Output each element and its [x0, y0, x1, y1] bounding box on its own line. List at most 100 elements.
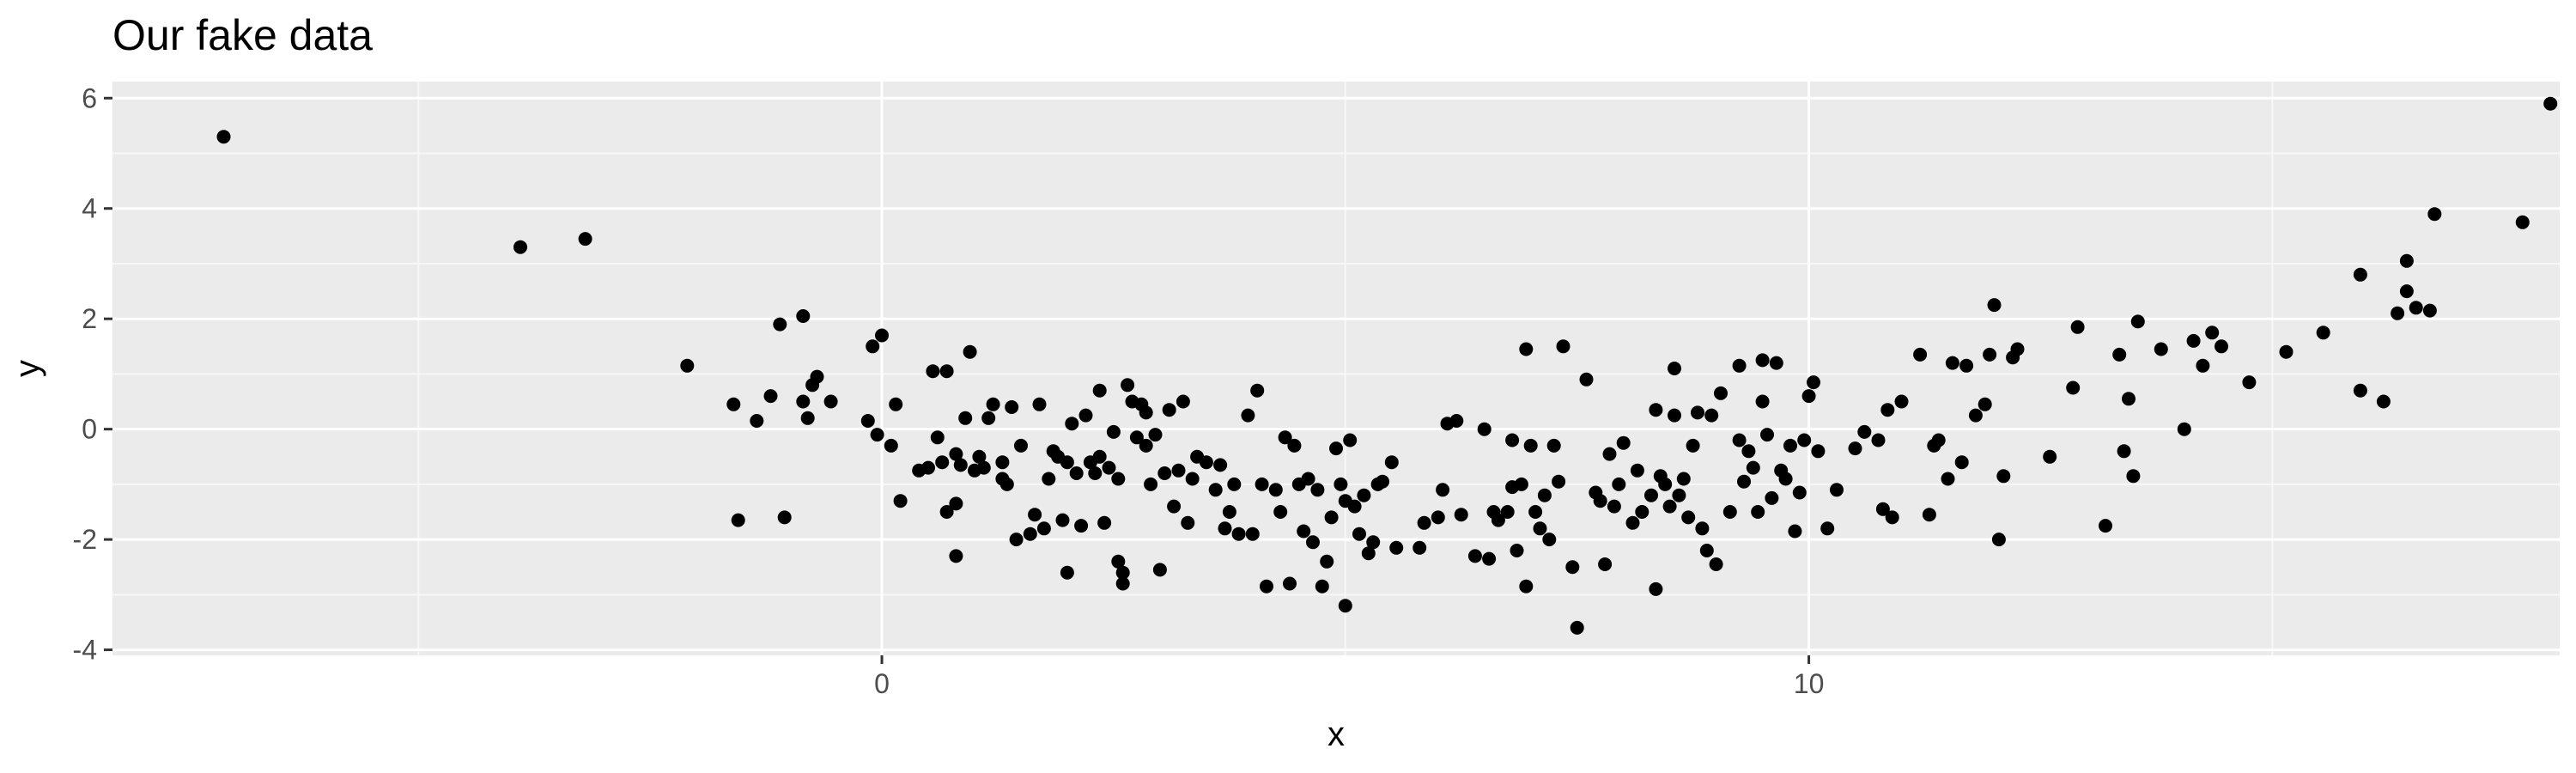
y-axis-ticks: -4 -2 0 2 4 6 — [73, 82, 112, 666]
scatter-point — [1765, 490, 1779, 505]
scatter-point — [1241, 408, 1255, 423]
scatter-point — [2070, 320, 2085, 334]
scatter-point — [1542, 533, 1557, 547]
scatter-point — [1987, 298, 2002, 313]
scatter-point — [578, 232, 592, 247]
x-tick-label: 0 — [874, 668, 890, 699]
scatter-point — [750, 414, 764, 428]
scatter-point — [949, 549, 963, 563]
scatter-point — [2242, 375, 2257, 390]
y-tick-label: 0 — [82, 414, 97, 445]
scatter-point — [1273, 505, 1288, 519]
scatter-point — [1078, 408, 1093, 423]
scatter-point — [1565, 560, 1580, 575]
scatter-point — [1922, 508, 1936, 522]
scatter-point — [1658, 477, 1673, 491]
scatter-point — [958, 411, 973, 425]
scatter-point — [2122, 392, 2136, 406]
scatter-point — [1222, 505, 1236, 519]
scatter-point — [796, 394, 811, 409]
scatter-point — [1338, 599, 1352, 613]
scatter-point — [1625, 515, 1640, 530]
scatter-point — [1366, 535, 1381, 550]
scatter-point — [1176, 394, 1190, 409]
scatter-point — [1329, 441, 1343, 456]
scatter-point — [2186, 333, 2201, 348]
scatter-point — [1111, 554, 1126, 569]
scatter-point — [1315, 579, 1329, 593]
scatter-point — [1941, 472, 1955, 486]
scatter-point — [1704, 408, 1719, 423]
scatter-point — [926, 364, 940, 379]
scatter-point — [2112, 347, 2127, 362]
scatter-point — [995, 455, 1010, 470]
scatter-point — [2399, 253, 2414, 268]
scatter-point — [1268, 483, 1283, 497]
scatter-point — [1556, 339, 1571, 354]
scatter-point — [1297, 524, 1311, 539]
scatter-point — [1287, 438, 1302, 453]
scatter-point — [1894, 394, 1909, 409]
scatter-point — [1552, 474, 1566, 489]
scatter-point — [773, 317, 787, 332]
scatter-point — [1384, 455, 1399, 470]
scatter-point — [1162, 403, 1176, 417]
scatter-point — [1417, 515, 1431, 530]
scatter-point — [921, 460, 935, 475]
scatter-point — [1783, 438, 1797, 453]
plot-panel — [112, 82, 2560, 655]
scatter-point — [1510, 544, 1524, 557]
scatter-point — [2399, 284, 2414, 299]
scatter-point — [796, 309, 811, 323]
scatter-point — [1148, 428, 1163, 442]
scatter-point — [1167, 499, 1182, 514]
scatter-point — [1181, 515, 1195, 530]
scatter-point — [1431, 510, 1445, 525]
scatter-point — [1746, 460, 1760, 475]
scatter-point — [1454, 508, 1468, 522]
scatter-point — [1436, 483, 1450, 497]
scatter-point — [1042, 472, 1056, 486]
y-tick-label: -4 — [73, 635, 97, 666]
scatter-point — [2177, 422, 2191, 436]
scatter-point — [1074, 519, 1089, 533]
scatter-point — [1722, 505, 1737, 519]
scatter-point — [1519, 579, 1534, 593]
scatter-point — [1208, 483, 1223, 497]
scatter-point — [1491, 513, 1505, 527]
scatter-point — [1171, 463, 1186, 478]
scatter-point — [1913, 347, 1928, 362]
scatter-point — [976, 460, 991, 475]
scatter-point — [1871, 433, 1886, 447]
scatter-point — [1612, 477, 1626, 491]
scatter-point — [1801, 389, 1816, 404]
scatter-point — [1598, 557, 1613, 571]
scatter-point — [1306, 535, 1320, 550]
scatter-point — [2130, 314, 2145, 329]
scatter-point — [1121, 378, 1135, 393]
scatter-point — [2409, 301, 2423, 315]
scatter-point — [777, 510, 792, 525]
scatter-point — [1505, 433, 1520, 447]
scatter-point — [1848, 441, 1862, 456]
scatter-point — [1352, 526, 1366, 541]
scatter-point — [1811, 444, 1826, 459]
scatter-point — [1931, 433, 1946, 447]
scatter-point — [1602, 447, 1617, 461]
scatter-point — [810, 369, 824, 384]
scatter-point — [2215, 339, 2228, 354]
scatter-point — [1968, 408, 1983, 423]
scatter-point — [2279, 344, 2293, 359]
y-tick-label: 6 — [82, 82, 97, 113]
scatter-point — [870, 428, 884, 442]
scatter-point — [1954, 455, 1969, 470]
scatter-point — [1593, 494, 1607, 508]
scatter-point — [1737, 474, 1751, 489]
scatter-point — [1732, 358, 1747, 373]
scatter-point — [1111, 472, 1126, 486]
scatter-point — [1778, 472, 1793, 486]
scatter-point — [1449, 414, 1464, 428]
scatter-point — [981, 411, 996, 425]
scatter-point — [1361, 546, 1376, 561]
